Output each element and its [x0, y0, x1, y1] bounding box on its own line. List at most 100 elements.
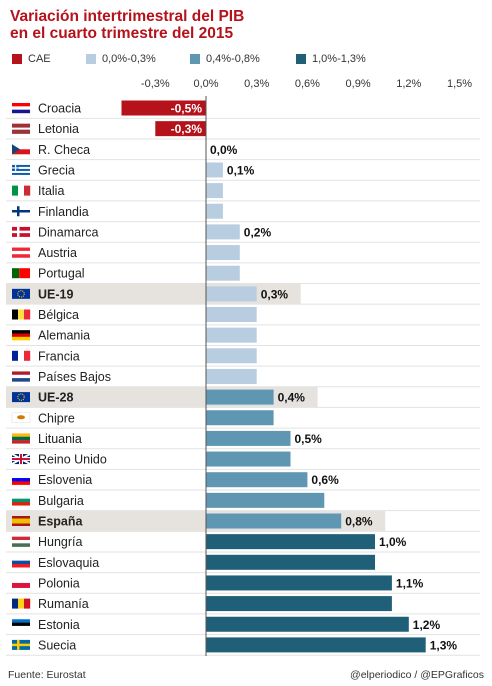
category-label-r-checa: R. Checa [38, 143, 90, 157]
bar-polonia [206, 575, 392, 591]
category-label-bulgaria: Bulgaria [38, 494, 84, 508]
chart-title-line-1: Variación intertrimestral del PIB [10, 8, 245, 25]
category-label-letonia: Letonia [38, 122, 79, 136]
x-tick-label: 0,3% [244, 78, 269, 90]
bar-espana [206, 513, 342, 529]
data-label-eslovenia: 0,6% [311, 473, 339, 487]
data-label-espana: 0,8% [345, 515, 373, 529]
category-label-austria: Austria [38, 246, 77, 260]
bar-austria [206, 245, 240, 261]
flag-finlandia-icon [12, 206, 30, 217]
flag-ue-28-icon [12, 392, 30, 403]
bar-alemania [206, 327, 257, 343]
category-label-reino-unido: Reino Unido [38, 453, 107, 467]
bar-estonia [206, 616, 409, 632]
legend-swatch-1-0-1-3 [296, 54, 306, 64]
category-label-suecia: Suecia [38, 638, 76, 652]
bar-letonia [155, 121, 206, 137]
flag-chipre-icon [11, 412, 31, 423]
bar-croacia [121, 100, 206, 116]
category-label-chipre: Chipre [38, 411, 75, 425]
bar-bulgaria [206, 492, 325, 508]
bar-francia [206, 348, 257, 364]
legend-label-0-0-3: 0,0%-0,3% [102, 53, 156, 65]
bar-lituania [206, 430, 291, 446]
bar-chipre [206, 410, 274, 426]
category-label-espana: España [38, 515, 84, 529]
flag-paises-bajos-icon [12, 371, 30, 382]
category-label-belgica: Bélgica [38, 308, 79, 322]
flag-suecia-icon [12, 639, 30, 650]
bar-ue-19 [206, 286, 257, 302]
data-label-grecia: 0,1% [227, 163, 255, 177]
bar-portugal [206, 265, 240, 281]
bar-suecia [206, 637, 426, 653]
flag-eslovenia-icon [12, 474, 30, 485]
chart-title-line-2: en el cuarto trimestre del 2015 [10, 25, 234, 42]
flag-portugal-icon [12, 268, 30, 279]
flag-eslovaquia-icon [12, 557, 30, 568]
category-label-italia: Italia [38, 184, 64, 198]
category-label-portugal: Portugal [38, 267, 85, 281]
bar-eslovenia [206, 472, 308, 488]
category-label-paises-bajos: Países Bajos [38, 370, 111, 384]
flag-letonia-icon [12, 123, 30, 134]
legend-swatch-0-4-0-8 [190, 54, 200, 64]
category-label-francia: Francia [38, 349, 80, 363]
x-tick-label: -0,3% [141, 78, 170, 90]
data-label-ue-19: 0,3% [261, 287, 289, 301]
legend-label-cae: CAE [28, 53, 51, 65]
data-label-letonia: -0,3% [171, 122, 203, 136]
category-label-dinamarca: Dinamarca [38, 225, 98, 239]
bar-grecia [206, 162, 223, 178]
category-label-ue-19: UE-19 [38, 287, 73, 301]
flag-polonia-icon [12, 577, 30, 588]
chart-title: Variación intertrimestral del PIB en el … [10, 8, 244, 42]
flag-hungria-icon [12, 536, 30, 547]
bar-belgica [206, 307, 257, 322]
x-tick-label: 0,9% [346, 78, 371, 90]
data-label-r-checa: 0,0% [210, 143, 238, 157]
bar-paises-bajos [206, 368, 257, 384]
data-label-polonia: 1,1% [396, 576, 424, 590]
legend-label-1-0-1-3: 1,0%-1,3% [312, 53, 366, 65]
x-tick-label: 0,0% [193, 78, 218, 90]
data-label-lituania: 0,5% [295, 432, 323, 446]
category-label-finlandia: Finlandia [38, 205, 89, 219]
x-tick-label: 1,2% [396, 78, 421, 90]
bar-italia [206, 183, 223, 199]
category-label-rumania: Rumanía [38, 597, 89, 611]
category-label-grecia: Grecia [38, 163, 75, 177]
category-label-estonia: Estonia [38, 618, 80, 632]
bar-ue-28 [206, 389, 274, 405]
x-tick-label: 0,6% [295, 78, 320, 90]
bar-eslovaquia [206, 554, 375, 570]
category-label-croacia: Croacia [38, 102, 81, 116]
credit-note: @elperiodico / @EPGraficos [350, 669, 484, 681]
flag-dinamarca-icon [12, 226, 30, 237]
bar-finlandia [206, 203, 223, 219]
data-label-dinamarca: 0,2% [244, 225, 272, 239]
data-label-hungria: 1,0% [379, 535, 407, 549]
category-label-hungria: Hungría [38, 535, 83, 549]
data-label-suecia: 1,3% [430, 638, 458, 652]
legend-swatch-0-0-3 [86, 54, 96, 64]
flag-ue-19-icon [12, 288, 30, 299]
category-label-eslovaquia: Eslovaquia [38, 556, 99, 570]
source-note: Fuente: Eurostat [8, 669, 86, 681]
flag-belgica-icon [12, 309, 31, 320]
category-label-polonia: Polonia [38, 576, 80, 590]
bar-reino-unido [206, 451, 291, 467]
legend-swatch-cae [12, 54, 22, 64]
flag-austria-icon [12, 247, 30, 258]
data-label-ue-28: 0,4% [278, 391, 306, 405]
bar-hungria [206, 534, 375, 550]
bar-dinamarca [206, 224, 240, 240]
category-label-lituania: Lituania [38, 432, 82, 446]
flag-espana-icon [12, 516, 30, 526]
flag-rumania-icon [12, 598, 31, 609]
flag-r-checa-icon [12, 144, 30, 155]
category-label-alemania: Alemania [38, 329, 90, 343]
flag-lituania-icon [12, 433, 30, 444]
